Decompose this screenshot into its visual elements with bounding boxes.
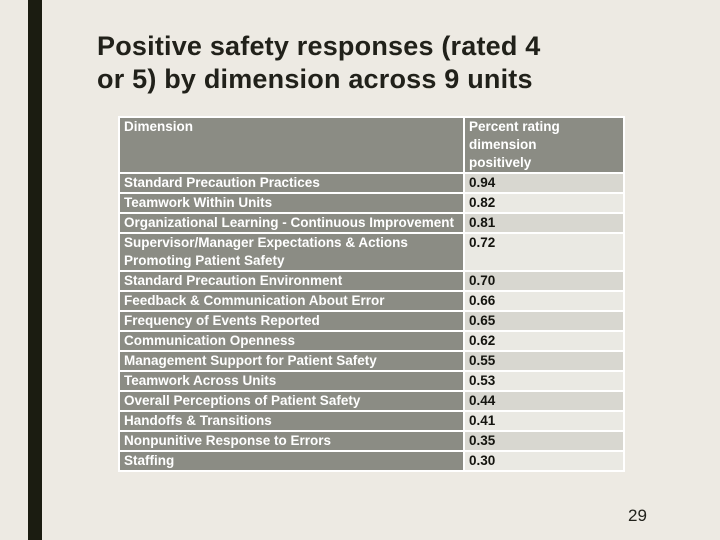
dimension-cell: Handoffs & Transitions [120,412,463,430]
column-header-percent-label: Percent rating dimension positively [469,119,560,170]
dimension-cell: Teamwork Across Units [120,372,463,390]
table-row: Standard Precaution Environment 0.70 [120,272,623,290]
value-cell: 0.35 [465,432,623,450]
value-cell: 0.81 [465,214,623,232]
value-cell: 0.44 [465,392,623,410]
left-accent-bar [28,0,42,540]
value-cell: 0.72 [465,234,623,270]
value-cell: 0.65 [465,312,623,330]
column-header-dimension: Dimension [120,118,463,172]
table-header-row: Dimension Percent rating dimension posit… [120,118,623,172]
table-row: Supervisor/Manager Expectations & Action… [120,234,623,270]
dimension-cell: Standard Precaution Environment [120,272,463,290]
table-row: Feedback & Communication About Error 0.6… [120,292,623,310]
table-row: Frequency of Events Reported 0.65 [120,312,623,330]
value-cell: 0.70 [465,272,623,290]
value-cell: 0.94 [465,174,623,192]
dimension-cell: Nonpunitive Response to Errors [120,432,463,450]
slide-page-number: 29 [628,506,647,525]
safety-dimensions-table-wrapper: Dimension Percent rating dimension posit… [118,116,625,472]
dimension-cell: Management Support for Patient Safety [120,352,463,370]
table-row: Communication Openness 0.62 [120,332,623,350]
dimension-cell: Frequency of Events Reported [120,312,463,330]
table-row: Management Support for Patient Safety 0.… [120,352,623,370]
value-cell: 0.62 [465,332,623,350]
value-cell: 0.55 [465,352,623,370]
table-row: Teamwork Within Units 0.82 [120,194,623,212]
table-row: Nonpunitive Response to Errors 0.35 [120,432,623,450]
dimension-cell: Organizational Learning - Continuous Imp… [120,214,463,232]
slide-title-line-2: or 5) by dimension across 9 units [97,64,533,94]
dimension-cell: Overall Perceptions of Patient Safety [120,392,463,410]
dimension-cell: Communication Openness [120,332,463,350]
table-row: Overall Perceptions of Patient Safety 0.… [120,392,623,410]
dimension-cell: Standard Precaution Practices [120,174,463,192]
dimension-cell: Supervisor/Manager Expectations & Action… [120,234,463,270]
value-cell: 0.66 [465,292,623,310]
dimension-cell: Staffing [120,452,463,470]
table-row: Standard Precaution Practices 0.94 [120,174,623,192]
safety-dimensions-table: Dimension Percent rating dimension posit… [118,116,625,472]
table-row: Organizational Learning - Continuous Imp… [120,214,623,232]
value-cell: 0.41 [465,412,623,430]
table-row: Staffing 0.30 [120,452,623,470]
dimension-cell: Teamwork Within Units [120,194,463,212]
value-cell: 0.53 [465,372,623,390]
column-header-percent: Percent rating dimension positively [465,118,623,172]
slide-title: Positive safety responses (rated 4 or 5)… [97,30,657,96]
table-row: Handoffs & Transitions 0.41 [120,412,623,430]
dimension-cell: Feedback & Communication About Error [120,292,463,310]
slide-title-line-1: Positive safety responses (rated 4 [97,31,541,61]
table-row: Teamwork Across Units 0.53 [120,372,623,390]
value-cell: 0.82 [465,194,623,212]
value-cell: 0.30 [465,452,623,470]
